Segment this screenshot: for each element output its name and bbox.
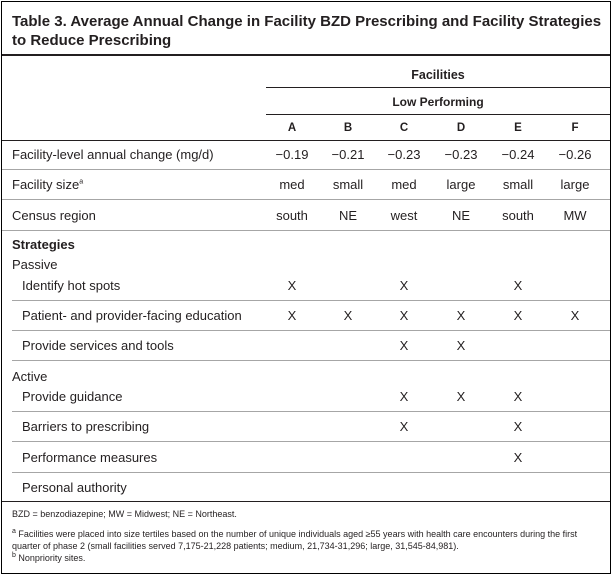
cell-annual-change-d: −0.23 [444,147,478,162]
row-divider [12,300,610,301]
cell-education-a: X [287,308,297,323]
cell-guidance-c: X [399,389,409,404]
subsection-heading-passive: Passive [12,257,58,272]
cell-services-d: X [456,338,466,353]
header-group-rule [266,87,610,88]
footnote-a: a Facilities were placed into size terti… [12,528,602,552]
column-header-d: D [456,122,466,134]
cell-facility-size-e: small [502,177,534,192]
table-title: Table 3. Average Annual Change in Facili… [12,13,602,49]
cell-education-e: X [513,308,523,323]
footnote-abbreviations: BZD = benzodiazepine; MW = Midwest; NE =… [12,509,237,519]
cell-annual-change-f: −0.26 [558,147,592,162]
cell-annual-change-e: −0.24 [501,147,535,162]
section-heading-strategies: Strategies [12,237,75,252]
strategy-label-performance: Performance measures [22,450,158,465]
cell-guidance-d: X [456,389,466,404]
cell-hot-spots-a: X [287,278,297,293]
row-divider [2,230,610,231]
cell-hot-spots-e: X [513,278,523,293]
header-subgroup-low-performing: Low Performing [392,95,484,109]
cell-education-b: X [343,308,353,323]
column-header-a: A [287,122,297,134]
cell-education-f: X [570,308,580,323]
cell-facility-size-c: med [391,177,417,192]
subsection-heading-active: Active [12,369,48,384]
cell-facility-size-f: large [560,177,590,192]
footnote-b-marker: b [12,552,16,559]
header-bottom-rule [2,140,610,141]
column-header-b: B [343,122,353,134]
footnote-b: b Nonpriority sites. [12,552,602,564]
cell-census-region-b: NE [338,208,358,223]
cell-annual-change-c: −0.23 [387,147,421,162]
strategy-label-services-tools: Provide services and tools [22,338,174,353]
cell-facility-size-d: large [446,177,476,192]
cell-census-region-f: MW [563,208,587,223]
footnote-marker-a: a [79,178,84,186]
header-subgroup-rule [266,114,610,115]
strategy-label-provide-guidance: Provide guidance [22,389,123,404]
cell-education-c: X [399,308,409,323]
row-divider [2,169,610,170]
footnote-b-text: Nonpriority sites. [15,553,86,563]
strategy-label-identify-hot-spots: Identify hot spots [22,278,121,293]
strategy-label-barriers: Barriers to prescribing [22,419,150,434]
column-header-c: C [399,122,409,134]
column-header-e: E [514,122,522,134]
strategy-label-personal-authority: Personal authority [22,480,127,495]
header-group-facilities: Facilities [411,68,465,82]
cell-performance-e: X [513,450,523,465]
cell-education-d: X [456,308,466,323]
cell-annual-change-a: −0.19 [275,147,309,162]
cell-census-region-d: NE [451,208,471,223]
table-bottom-rule [2,501,610,502]
cell-barriers-e: X [513,419,523,434]
row-divider [12,360,610,361]
cell-facility-size-b: small [332,177,364,192]
row-divider [12,441,610,442]
row-divider [12,330,610,331]
title-divider [2,54,610,56]
cell-census-region-a: south [276,208,308,223]
cell-services-c: X [399,338,409,353]
footnote-a-text: Facilities were placed into size tertile… [12,529,578,551]
column-header-f: F [571,122,579,134]
strategy-label-education: Patient- and provider-facing education [22,308,242,323]
footnote-a-marker: a [12,528,16,535]
cell-barriers-c: X [399,419,409,434]
row-divider [12,411,610,412]
row-label-facility-size-text: Facility size [12,177,80,192]
cell-census-region-e: south [502,208,534,223]
row-divider [12,472,610,473]
cell-guidance-e: X [513,389,523,404]
cell-facility-size-a: med [279,177,305,192]
row-label-annual-change: Facility-level annual change (mg/d) [12,147,214,162]
cell-annual-change-b: −0.21 [331,147,365,162]
cell-census-region-c: west [390,208,418,223]
row-label-facility-size: Facility sizea [12,177,83,192]
cell-hot-spots-c: X [399,278,409,293]
row-label-census-region: Census region [12,208,96,223]
row-divider [2,199,610,200]
